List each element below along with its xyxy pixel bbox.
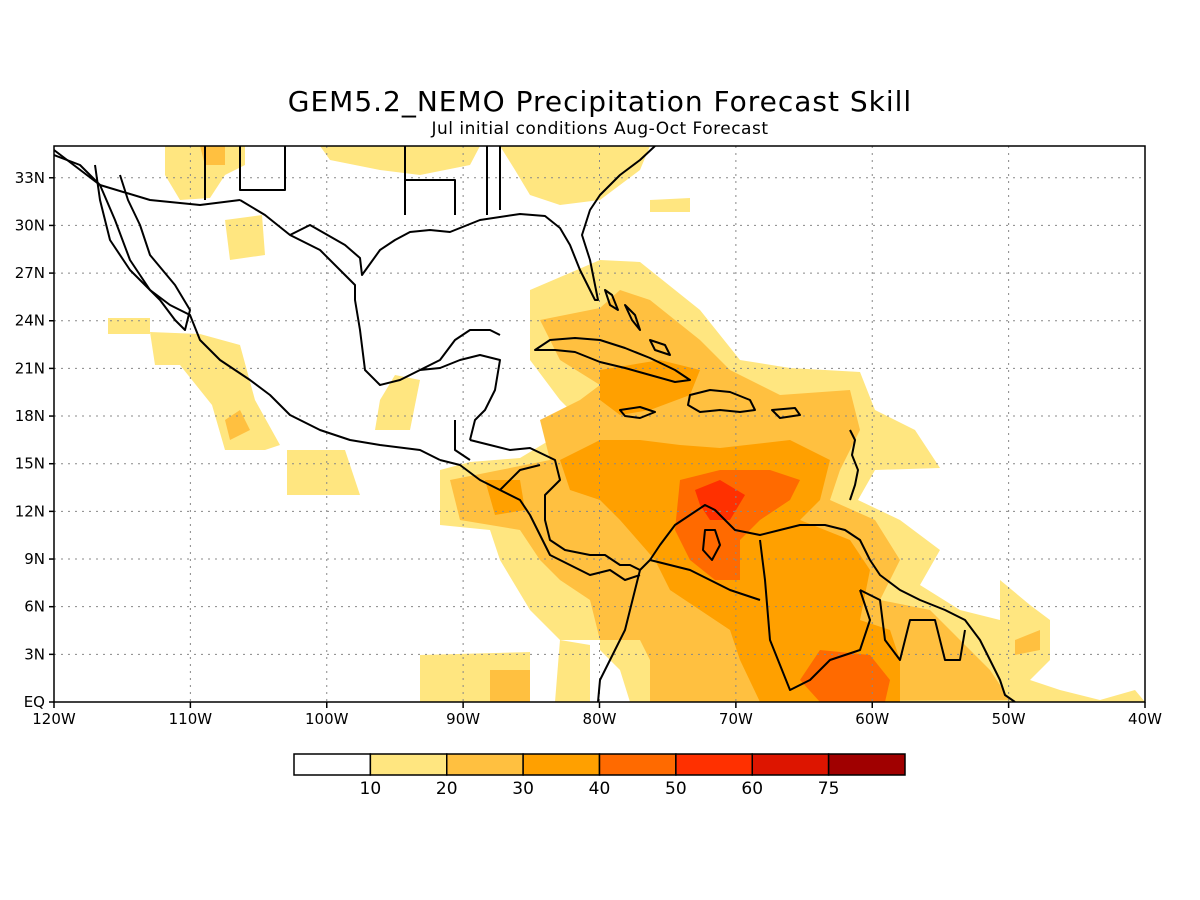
legend-swatch — [675, 753, 753, 776]
color-legend: 10 20 30 40 50 60 75 — [293, 753, 906, 799]
legend-swatch — [369, 753, 448, 776]
skill-20-30-region — [200, 146, 1040, 702]
legend-swatch — [446, 753, 524, 776]
legend-swatch — [522, 753, 601, 776]
lon-tick-label: 100W — [305, 710, 349, 728]
legend-label: 10 — [360, 779, 382, 799]
lat-tick-label: 21N — [15, 359, 45, 377]
lat-tick-label: 33N — [15, 169, 45, 187]
legend-swatch — [751, 753, 830, 776]
lon-tick-label: 40W — [1128, 710, 1162, 728]
skill-50-60-region — [695, 480, 745, 520]
lat-tick-label: 12N — [15, 502, 45, 520]
lat-tick-label: EQ — [24, 693, 45, 711]
lon-tick-label: 50W — [992, 710, 1026, 728]
lat-tick-label: 6N — [24, 598, 45, 616]
lat-tick-label: 27N — [15, 264, 45, 282]
map-title: GEM5.2_NEMO Precipitation Forecast Skill — [288, 85, 912, 118]
lon-tick-label: 110W — [169, 710, 213, 728]
latitude-axis: EQ 3N 6N 9N 12N 15N 18N 21N 24N 27N 30N 33N — [15, 169, 54, 711]
skill-shading — [108, 146, 1145, 702]
lon-tick-label: 70W — [719, 710, 753, 728]
lon-tick-label: 80W — [583, 710, 617, 728]
lat-tick-label: 24N — [15, 312, 45, 330]
coastlines — [54, 146, 1016, 702]
legend-label: 30 — [512, 779, 534, 799]
legend-swatch — [598, 753, 677, 776]
legend-swatch — [827, 753, 906, 776]
lon-tick-label: 90W — [446, 710, 480, 728]
lat-tick-label: 9N — [24, 550, 45, 568]
lat-tick-label: 30N — [15, 216, 45, 234]
map-subtitle: Jul initial conditions Aug-Oct Forecast — [431, 119, 769, 139]
lat-tick-label: 18N — [15, 407, 45, 425]
longitude-axis: 120W 110W 100W 90W 80W 70W 60W 50W 40W — [32, 702, 1162, 728]
legend-label: 60 — [741, 779, 763, 799]
lon-tick-label: 120W — [32, 710, 76, 728]
legend-swatch — [293, 753, 372, 776]
legend-label: 20 — [436, 779, 458, 799]
map-grid — [54, 146, 1145, 702]
lat-tick-label: 3N — [24, 645, 45, 663]
legend-label: 50 — [665, 779, 687, 799]
legend-label: 40 — [589, 779, 611, 799]
lat-tick-label: 15N — [15, 455, 45, 473]
legend-label: 75 — [818, 779, 840, 799]
lon-tick-label: 60W — [855, 710, 889, 728]
